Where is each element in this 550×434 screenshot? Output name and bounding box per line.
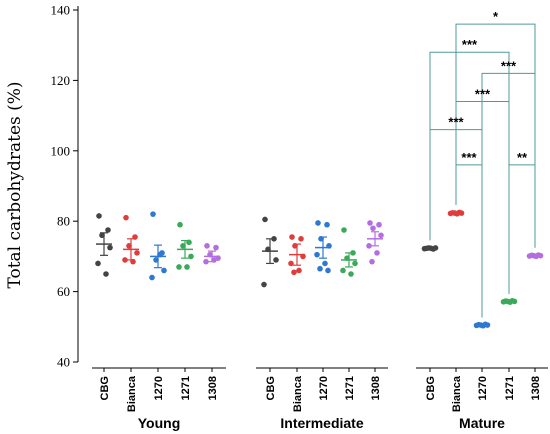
significance-label: *** — [461, 150, 477, 165]
data-point — [296, 267, 302, 274]
x-tick-label: CBG — [265, 376, 277, 400]
y-tick-label: 100 — [51, 143, 71, 158]
data-point — [103, 271, 109, 277]
x-tick-label: 1270 — [153, 376, 165, 400]
data-point — [340, 267, 346, 274]
x-tick-label: 1271 — [344, 376, 356, 400]
data-point — [105, 227, 111, 233]
x-tick-label: CBG — [99, 376, 111, 400]
y-tick-label: 60 — [57, 284, 70, 299]
significance-label: *** — [501, 58, 517, 73]
significance-label: *** — [475, 87, 491, 102]
data-point — [213, 244, 219, 251]
x-tick-label: 1270 — [477, 376, 489, 400]
data-point — [348, 271, 354, 277]
data-point — [95, 260, 101, 267]
data-point — [150, 211, 156, 217]
x-tick-label: 1270 — [318, 376, 330, 400]
data-point — [262, 216, 268, 223]
group-label: Young — [138, 415, 181, 431]
groups-layer: CBG Bianca 1270 1271 1308 Young CBG Bianca 1270 1… — [92, 209, 548, 431]
data-point — [341, 227, 347, 233]
x-tick-label: 1308 — [207, 376, 219, 400]
data-point — [366, 243, 372, 249]
data-point — [176, 264, 182, 270]
significance-bracket — [455, 164, 483, 318]
data-point — [261, 281, 267, 288]
data-point — [188, 253, 194, 260]
y-axis: 40 60 80 100 120 140 — [51, 3, 79, 370]
data-point — [184, 264, 190, 270]
data-point — [325, 267, 331, 274]
data-point — [352, 260, 358, 267]
x-tick-label: 1308 — [530, 376, 542, 400]
y-tick-label: 140 — [51, 3, 71, 18]
significance-bracket — [429, 51, 510, 294]
data-point — [273, 257, 279, 263]
significance-label: *** — [462, 37, 478, 52]
significance-label: *** — [448, 115, 464, 130]
data-point — [376, 221, 382, 228]
x-tick-label: Bianca — [451, 375, 463, 412]
y-tick-label: 80 — [57, 214, 70, 229]
data-point — [322, 260, 328, 267]
data-point — [370, 225, 376, 232]
data-point — [314, 251, 320, 258]
data-point — [289, 234, 295, 240]
data-point — [378, 232, 384, 239]
x-tick-label: 1271 — [180, 376, 192, 400]
data-point — [134, 250, 140, 256]
group-label: Intermediate — [280, 415, 363, 431]
data-point — [161, 267, 167, 274]
x-tick-label: Bianca — [126, 375, 138, 412]
data-point — [315, 220, 321, 226]
data-point — [374, 250, 380, 256]
data-point — [204, 243, 210, 249]
data-point — [99, 232, 105, 239]
significance-bracket — [508, 164, 536, 294]
data-point — [298, 236, 304, 242]
data-point — [317, 265, 323, 272]
data-point — [123, 214, 129, 221]
significance-label: * — [493, 9, 499, 24]
data-point — [107, 244, 113, 251]
x-tick-label: Bianca — [292, 375, 304, 412]
x-tick-label: CBG — [425, 376, 437, 400]
data-point — [177, 221, 183, 228]
data-point — [96, 213, 102, 219]
x-tick-label: 1271 — [504, 376, 516, 400]
significance-bracket — [455, 23, 536, 248]
data-point — [324, 221, 330, 228]
data-point — [369, 258, 375, 265]
data-point — [149, 274, 155, 281]
data-point — [203, 258, 209, 265]
y-axis-label: Total carbohydrates (%) — [5, 81, 25, 288]
y-tick-label: 40 — [57, 355, 70, 370]
data-point — [367, 220, 373, 226]
data-point — [291, 269, 297, 276]
group-label: Mature — [459, 415, 505, 431]
x-tick-label: 1308 — [370, 376, 382, 400]
data-point — [288, 260, 294, 267]
significance-label: ** — [517, 150, 528, 165]
y-tick-label: 120 — [51, 73, 71, 88]
significance-layer: **************** ** — [429, 9, 536, 318]
data-point — [122, 257, 128, 263]
